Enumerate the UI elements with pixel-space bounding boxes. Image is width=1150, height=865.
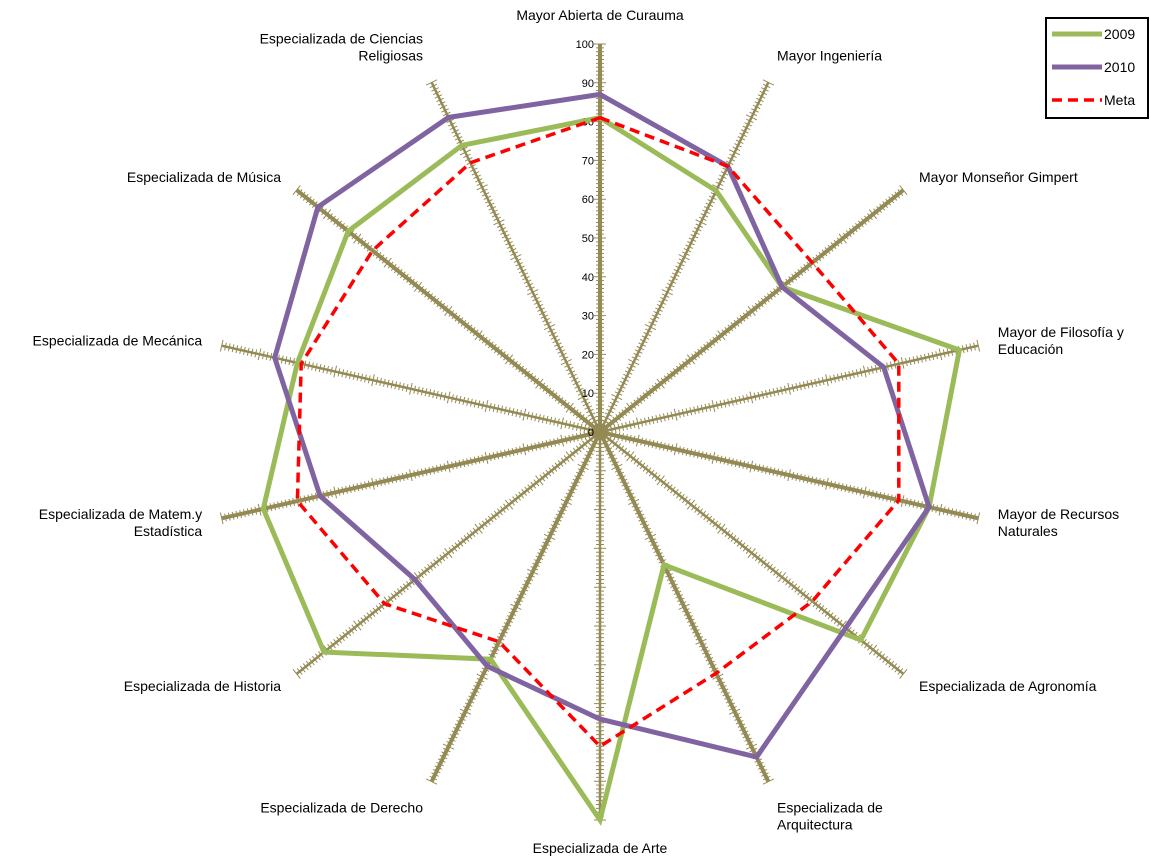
category-label: Mayor de Recursos Naturales	[998, 506, 1119, 539]
radial-tick-label: 20	[582, 349, 594, 361]
category-label: Especializada de Historia	[124, 678, 281, 694]
legend-label: 2010	[1104, 59, 1135, 75]
series-2009-line	[260, 115, 963, 827]
radial-tick-label: 50	[582, 233, 594, 245]
category-label: Especializada de Música	[127, 169, 281, 185]
category-label: Especializada de Mecánica	[33, 333, 203, 349]
radial-tick-label: 10	[582, 388, 594, 400]
category-label: Especializada de Derecho	[260, 800, 423, 816]
legend-label: Meta	[1104, 92, 1135, 108]
category-label: Mayor de Filosofía y Educación	[998, 324, 1124, 357]
category-label: Mayor Ingeniería	[777, 47, 882, 63]
category-label: Especializada de Agronomía	[919, 678, 1097, 694]
axes-layer	[219, 43, 981, 821]
category-label: Especializada de Arte	[533, 840, 668, 856]
category-label: Mayor Abierta de Curauma	[516, 7, 684, 23]
axis-tick-marks	[426, 79, 603, 431]
category-labels: Mayor Abierta de Curauma Mayor Ingeniería…	[33, 7, 1124, 856]
radial-tick-label: 70	[582, 155, 594, 167]
radial-tick-label: 60	[582, 194, 594, 206]
category-label: Especializada de Ciencias Religiosas	[260, 30, 423, 63]
radial-tick-label: 30	[582, 311, 594, 323]
series-meta-line	[295, 115, 901, 749]
series-layer	[260, 91, 963, 827]
radial-tick-label: 40	[582, 272, 594, 284]
legend: 2009 2010 Meta	[1045, 17, 1149, 119]
category-label: Especializada de Matem.y Estadística	[39, 506, 203, 539]
radial-tick-label: 100	[576, 39, 594, 51]
category-label: Especializada de Arquitectura	[777, 800, 883, 833]
legend-label: 2009	[1104, 26, 1135, 42]
radial-tick-label: 90	[582, 78, 594, 90]
radial-tick-label: 0	[588, 427, 594, 439]
series-2010-line	[272, 91, 932, 760]
category-label: Mayor Monseñor Gimpert	[919, 169, 1078, 185]
